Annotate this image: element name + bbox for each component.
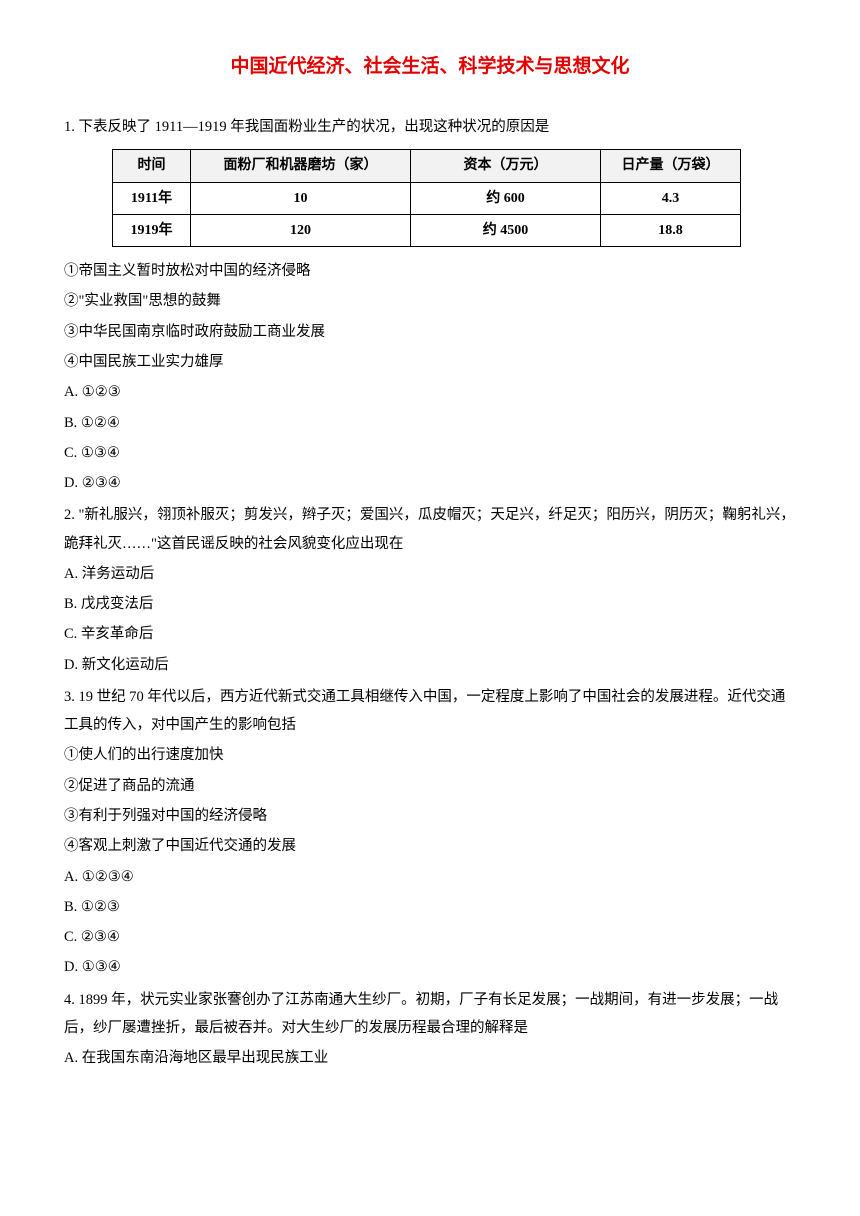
q3-stmt-3: ③有利于列强对中国的经济侵略	[64, 802, 796, 830]
cell-mills: 10	[191, 182, 411, 214]
q1-stmt-4: ④中国民族工业实力雄厚	[64, 348, 796, 376]
q2-opt-b: B. 戊戌变法后	[64, 590, 796, 618]
q3-opt-d: D. ①③④	[64, 953, 796, 981]
cell-output: 4.3	[601, 182, 741, 214]
q1-opt-a: A. ①②③	[64, 378, 796, 406]
q1-opt-d: D. ②③④	[64, 469, 796, 497]
q3-opt-b: B. ①②③	[64, 893, 796, 921]
cell-capital: 约 4500	[411, 214, 601, 246]
q3-stmt-1: ①使人们的出行速度加快	[64, 741, 796, 769]
th-output: 日产量（万袋）	[601, 150, 741, 182]
q1-stmt-2: ②"实业救国"思想的鼓舞	[64, 287, 796, 315]
cell-year: 1911年	[113, 182, 191, 214]
q3-opt-a: A. ①②③④	[64, 863, 796, 891]
q3-stmt-2: ②促进了商品的流通	[64, 772, 796, 800]
q1-opt-c: C. ①③④	[64, 439, 796, 467]
th-mills: 面粉厂和机器磨坊（家）	[191, 150, 411, 182]
q2-opt-d: D. 新文化运动后	[64, 651, 796, 679]
q2-stem: 2. "新礼服兴，翎顶补服灭；剪发兴，辫子灭；爱国兴，瓜皮帽灭；天足兴，纤足灭；…	[64, 501, 796, 558]
q3-stem: 3. 19 世纪 70 年代以后，西方近代新式交通工具相继传入中国，一定程度上影…	[64, 683, 796, 740]
q4-stem: 4. 1899 年，状元实业家张謇创办了江苏南通大生纱厂。初期，厂子有长足发展；…	[64, 986, 796, 1043]
q2-opt-c: C. 辛亥革命后	[64, 620, 796, 648]
q1-table: 时间 面粉厂和机器磨坊（家） 资本（万元） 日产量（万袋） 1911年 10 约…	[112, 149, 741, 247]
table-header-row: 时间 面粉厂和机器磨坊（家） 资本（万元） 日产量（万袋）	[113, 150, 741, 182]
q1-table-wrap: 时间 面粉厂和机器磨坊（家） 资本（万元） 日产量（万袋） 1911年 10 约…	[112, 149, 796, 247]
th-capital: 资本（万元）	[411, 150, 601, 182]
q3-stmt-4: ④客观上刺激了中国近代交通的发展	[64, 832, 796, 860]
q1-stmt-3: ③中华民国南京临时政府鼓励工商业发展	[64, 318, 796, 346]
cell-mills: 120	[191, 214, 411, 246]
cell-capital: 约 600	[411, 182, 601, 214]
page-title: 中国近代经济、社会生活、科学技术与思想文化	[64, 48, 796, 85]
q1-opt-b: B. ①②④	[64, 409, 796, 437]
q3-opt-c: C. ②③④	[64, 923, 796, 951]
q1-stem: 1. 下表反映了 1911—1919 年我国面粉业生产的状况，出现这种状况的原因…	[64, 113, 796, 141]
table-row: 1919年 120 约 4500 18.8	[113, 214, 741, 246]
q4-opt-a: A. 在我国东南沿海地区最早出现民族工业	[64, 1044, 796, 1072]
q2-opt-a: A. 洋务运动后	[64, 560, 796, 588]
th-time: 时间	[113, 150, 191, 182]
table-row: 1911年 10 约 600 4.3	[113, 182, 741, 214]
q1-stmt-1: ①帝国主义暂时放松对中国的经济侵略	[64, 257, 796, 285]
cell-output: 18.8	[601, 214, 741, 246]
cell-year: 1919年	[113, 214, 191, 246]
